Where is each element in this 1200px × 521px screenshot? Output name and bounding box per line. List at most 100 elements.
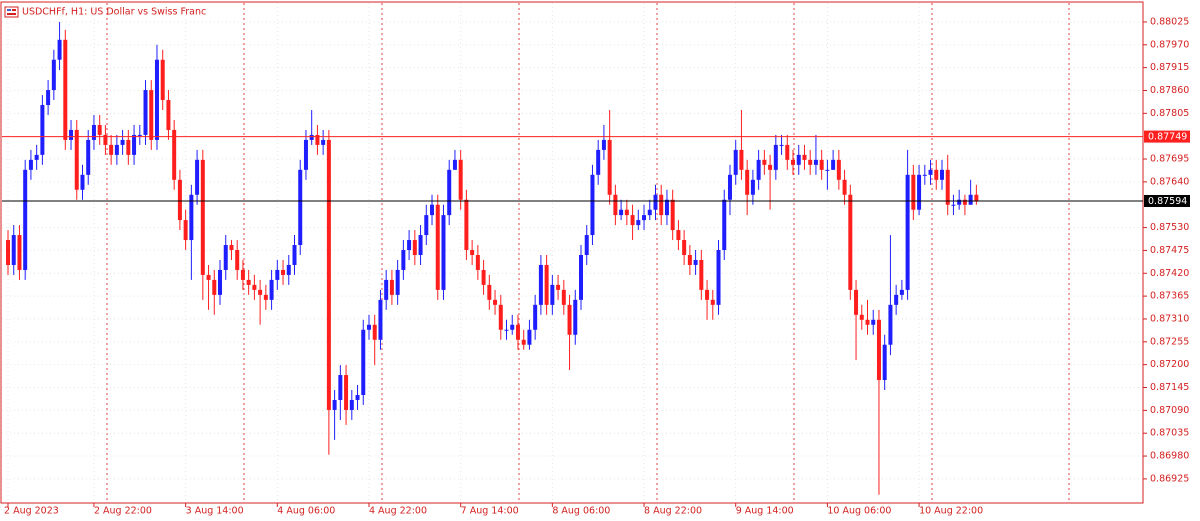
- candle-body: [275, 269, 280, 280]
- candle-body: [808, 159, 813, 165]
- candle-body: [435, 204, 440, 290]
- candle-body: [212, 279, 217, 295]
- candle-body: [389, 279, 394, 295]
- candle-body: [34, 154, 39, 160]
- symbol-icon: [4, 6, 19, 18]
- y-tick-label: 0.87915: [1150, 62, 1189, 73]
- candle-body: [722, 199, 727, 251]
- candle-body: [401, 250, 406, 270]
- candle-body: [298, 169, 303, 246]
- candle-body: [682, 240, 687, 255]
- candle-body: [338, 375, 343, 400]
- candle-body: [928, 169, 933, 175]
- candle-body: [768, 164, 773, 170]
- candle-body: [802, 154, 807, 160]
- candle-body: [653, 194, 658, 210]
- y-tick-label: 0.87640: [1150, 176, 1189, 187]
- candle-body: [441, 215, 446, 290]
- y-tick-label: 0.87310: [1150, 313, 1189, 324]
- candle-body: [315, 134, 320, 145]
- candle-body: [430, 204, 435, 216]
- candle-body: [859, 314, 864, 320]
- candle-body: [825, 169, 830, 171]
- x-tick-label: 10 Aug 06:00: [827, 506, 891, 517]
- candle-body: [332, 399, 337, 410]
- x-tick-label: 2 Aug 2023: [4, 506, 59, 517]
- y-tick-label: 0.87365: [1150, 291, 1189, 302]
- chart-title: USDCHFf, H1: US Dollar vs Swiss Franc: [22, 7, 206, 18]
- candle-body: [258, 289, 263, 295]
- candle-body: [567, 304, 572, 335]
- plot-frame: [0, 1, 1144, 504]
- candle-body: [865, 319, 870, 325]
- candle-body: [166, 100, 171, 130]
- candle-body: [624, 209, 629, 216]
- candle-body: [647, 209, 652, 216]
- y-tick-label: 0.87420: [1150, 268, 1189, 279]
- candle-body: [361, 329, 366, 395]
- candle-body: [922, 174, 927, 176]
- candle-body: [286, 264, 291, 275]
- candle-body: [246, 279, 251, 285]
- candle-body: [550, 284, 555, 305]
- x-tick-label: 2 Aug 22:00: [94, 506, 152, 517]
- candle-body: [344, 375, 349, 410]
- candle-body: [642, 215, 647, 221]
- candle-body: [235, 250, 240, 270]
- candle-body: [498, 304, 503, 330]
- candle-body: [957, 199, 962, 205]
- candle-body: [710, 299, 715, 305]
- candle-body: [607, 139, 612, 195]
- day-separators: [106, 3, 1070, 502]
- candle-body: [939, 169, 944, 180]
- candle-body: [601, 139, 606, 150]
- candle-body: [395, 269, 400, 295]
- candle-body: [74, 129, 79, 190]
- candle-body: [452, 159, 457, 170]
- candle-body: [458, 159, 463, 200]
- candle-body: [791, 159, 796, 165]
- candle-body: [109, 144, 114, 155]
- candle-body: [481, 269, 486, 285]
- candle-body: [372, 324, 377, 340]
- candle-body: [321, 139, 326, 145]
- candle-body: [51, 59, 56, 91]
- candle-body: [63, 39, 68, 140]
- candle-body: [160, 59, 165, 101]
- x-tick-label: 4 Aug 22:00: [369, 506, 427, 517]
- candle-body: [252, 284, 257, 290]
- candle-body: [355, 394, 360, 400]
- candle-body: [326, 139, 331, 410]
- candle-body: [366, 324, 371, 330]
- candle-body: [172, 129, 177, 180]
- candle-body: [6, 240, 10, 265]
- candle-body: [842, 179, 847, 195]
- candle-body: [223, 245, 228, 270]
- candle-body: [206, 274, 211, 280]
- price-label: 0.87749: [1148, 132, 1187, 143]
- candle-body: [143, 90, 148, 135]
- candle-body: [533, 304, 538, 330]
- candle-body: [659, 194, 664, 216]
- y-tick-label: 0.87200: [1150, 359, 1189, 370]
- y-tick-label: 0.87145: [1150, 382, 1189, 393]
- candle-body: [269, 279, 274, 300]
- candle-body: [132, 134, 137, 155]
- x-tick-label: 10 Aug 22:00: [919, 506, 983, 517]
- candle-body: [613, 194, 618, 216]
- candle-body: [934, 169, 939, 180]
- candle-body: [292, 245, 297, 265]
- candle-body: [126, 139, 131, 155]
- y-tick-label: 0.87035: [1150, 428, 1189, 439]
- candle-body: [309, 134, 314, 140]
- y-tick-label: 0.87255: [1150, 336, 1189, 347]
- candle-body: [556, 284, 561, 290]
- candle-body: [670, 199, 675, 231]
- candle-body: [28, 159, 33, 170]
- candle-body: [189, 194, 194, 241]
- y-tick-label: 0.87970: [1150, 39, 1189, 50]
- candle-body: [596, 149, 601, 175]
- y-tick-label: 0.87805: [1150, 108, 1189, 119]
- candle-body: [23, 169, 28, 270]
- candle-body: [407, 240, 412, 251]
